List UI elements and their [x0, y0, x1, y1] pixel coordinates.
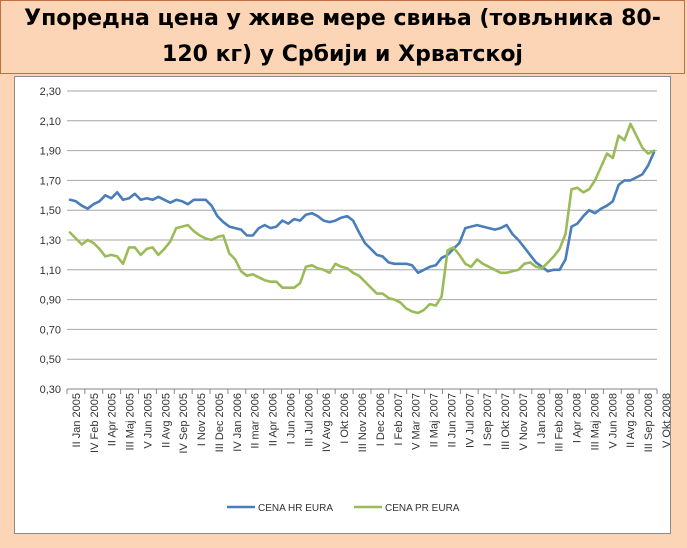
legend-label: CENA HR EURA [258, 503, 333, 514]
x-tick-label: III Maj 2008 [589, 393, 601, 450]
x-tick-label: III Maj 2005 [125, 393, 137, 450]
x-tick-label: I Dec 2006 [375, 393, 387, 446]
x-tick-label: IV Jul 2007 [464, 393, 476, 448]
x-tick-label: I Okt 2006 [339, 393, 351, 444]
x-tick-label: III Dec 2005 [214, 393, 226, 452]
x-tick-label: I Sep 2007 [482, 393, 494, 446]
x-tick-label: II Apr 2006 [268, 393, 280, 446]
y-tick-label: 1,10 [40, 265, 61, 277]
x-tick-label: II Maj 2007 [429, 393, 441, 447]
x-tick-label: IV Jan 2006 [232, 393, 244, 452]
y-tick-label: 0,30 [40, 384, 61, 396]
x-tick-label: II Avg 2005 [160, 393, 172, 448]
series-line-cena-hr-eura [68, 150, 656, 275]
x-tick-label: III Nov 2006 [357, 393, 369, 452]
x-tick-label: I Jun 2006 [285, 393, 297, 444]
x-tick-label: V Mar 2007 [411, 393, 423, 450]
x-tick-label: III Sep 2008 [643, 393, 655, 452]
y-tick-label: 2,10 [40, 116, 61, 128]
y-tick-label: 1,30 [40, 235, 61, 247]
x-tick-label: I Jan 2008 [536, 393, 548, 444]
x-tick-label: II Avg 2008 [625, 393, 637, 448]
y-tick-label: 0,70 [40, 324, 61, 336]
x-tick-label: III Okt 2007 [500, 393, 512, 450]
y-tick-label: 1,90 [40, 146, 61, 158]
x-tick-label: I Feb 2007 [393, 393, 405, 446]
x-tick-label: II Apr 2005 [107, 393, 119, 446]
x-tick-label: II Jun 2007 [446, 393, 458, 447]
x-tick-label: II mar 2006 [250, 393, 262, 449]
x-tick-label: V Jun 2008 [607, 393, 619, 449]
series-line-cena-pr-eura [68, 122, 656, 315]
x-tick-label: V Nov 2007 [518, 393, 530, 450]
chart-title-box: Упоредна цена у живе мере свиња (товљник… [0, 0, 685, 74]
x-tick-label: III Jul 2006 [303, 393, 315, 447]
y-tick-label: 0,90 [40, 295, 61, 307]
x-tick-label: IV Feb 2005 [89, 393, 101, 453]
y-tick-label: 0,50 [40, 354, 61, 366]
legend-label: CENA PR EURA [385, 503, 460, 514]
chart-title-line-2: 120 кг) у Србији и Хрватској [162, 42, 523, 67]
x-tick-label: V Jun 2005 [142, 393, 154, 449]
x-tick-label: I Apr 2008 [572, 393, 584, 443]
x-tick-label: III Feb 2008 [554, 393, 566, 452]
x-tick-label: V Okt 2008 [661, 393, 670, 448]
x-tick-label: II Jan 2005 [71, 393, 83, 447]
x-tick-label: IV Sep 2005 [178, 393, 190, 454]
chart-title-line-1: Упоредна цена у живе мере свиња (товљник… [24, 6, 661, 31]
y-tick-label: 1,50 [40, 205, 61, 217]
chart-frame: 0,30 0,50 0,70 0,90 1,10 1,30 1,50 1,70 1,90 2,10… [14, 76, 673, 534]
y-tick-label: 2,30 [40, 86, 61, 98]
x-tick-label: IV Avg 2006 [321, 393, 333, 452]
x-tick-label: I Nov 2005 [196, 393, 208, 446]
line-chart: 0,30 0,50 0,70 0,90 1,10 1,30 1,50 1,70 1,90 2,10… [40, 86, 673, 514]
y-tick-label: 1,70 [40, 175, 61, 187]
